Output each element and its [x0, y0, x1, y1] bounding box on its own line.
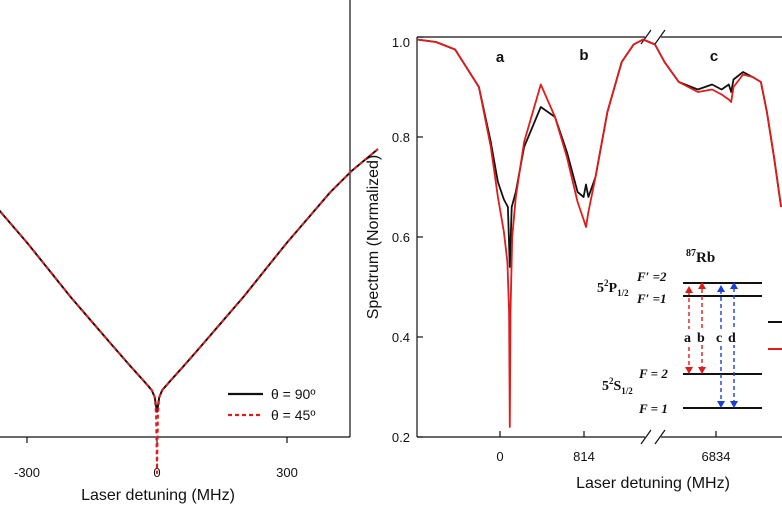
level-label-f-prime-2: F′ =2: [636, 269, 667, 284]
right-xtick-label-0: 0: [496, 449, 503, 464]
level-label-f-1: F = 1: [638, 401, 668, 416]
rb87-energy-level-inset: 87Rb 52P1/2 F′ =2 F′ =1 F = 2 52S1/2 F =…: [597, 248, 762, 416]
left-chart-panel: -300 0 300 Laser detuning (MHz) θ = 90º …: [0, 0, 379, 504]
left-series-lines: [0, 148, 379, 474]
transition-label-c: c: [716, 331, 722, 346]
legend-label-theta-45: θ = 45º: [271, 407, 315, 423]
right-series-lines: [416, 38, 782, 428]
right-ytick-label-1: 0.4: [392, 330, 410, 345]
transition-arrow-d: [730, 282, 738, 408]
level-label-f-2: F = 2: [638, 366, 668, 381]
transition-label-bg: [681, 329, 741, 345]
upper-state-label: 52P1/2: [597, 278, 629, 298]
axis-break-top: [640, 29, 666, 45]
peak-label-c: c: [710, 48, 718, 65]
right-chart-panel: 0.2 0.4 0.6 0.8 1.0 0 814 6834 Laser det…: [365, 29, 782, 492]
right-y-axis-label: Spectrum (Normalized): [365, 155, 382, 319]
right-series-line-1: [416, 38, 782, 428]
legend-label-theta-90: θ = 90º: [271, 386, 315, 402]
peak-label-a: a: [496, 49, 505, 66]
right-y-ticks: [417, 36, 423, 438]
left-xtick-label-0: -300: [14, 465, 40, 480]
right-ytick-label-0: 0.2: [392, 430, 410, 445]
inset-title: 87Rb: [686, 248, 715, 266]
right-ytick-label-4: 1.0: [392, 35, 410, 50]
axis-break-bottom: [640, 429, 666, 445]
transition-arrow-c: [717, 285, 725, 408]
transition-label-b: b: [697, 331, 705, 346]
transition-arrow-b: [698, 282, 706, 374]
peak-label-b: b: [579, 47, 588, 64]
left-series-line-1: [0, 148, 379, 474]
right-ytick-label-3: 0.8: [392, 130, 410, 145]
right-ytick-label-2: 0.6: [392, 230, 410, 245]
lower-state-label: 52S1/2: [602, 376, 633, 396]
transition-label-d: d: [728, 331, 736, 346]
transition-label-a: a: [684, 331, 691, 346]
level-label-f-prime-1: F′ =1: [636, 291, 667, 306]
right-xtick-label-2: 6834: [702, 449, 731, 464]
left-x-axis-label: Laser detuning (MHz): [81, 487, 235, 504]
right-xtick-label-1: 814: [573, 449, 595, 464]
right-x-axis-label: Laser detuning (MHz): [576, 475, 730, 492]
left-xtick-label-2: 300: [276, 465, 298, 480]
left-legend: θ = 90º θ = 45º: [228, 386, 315, 423]
